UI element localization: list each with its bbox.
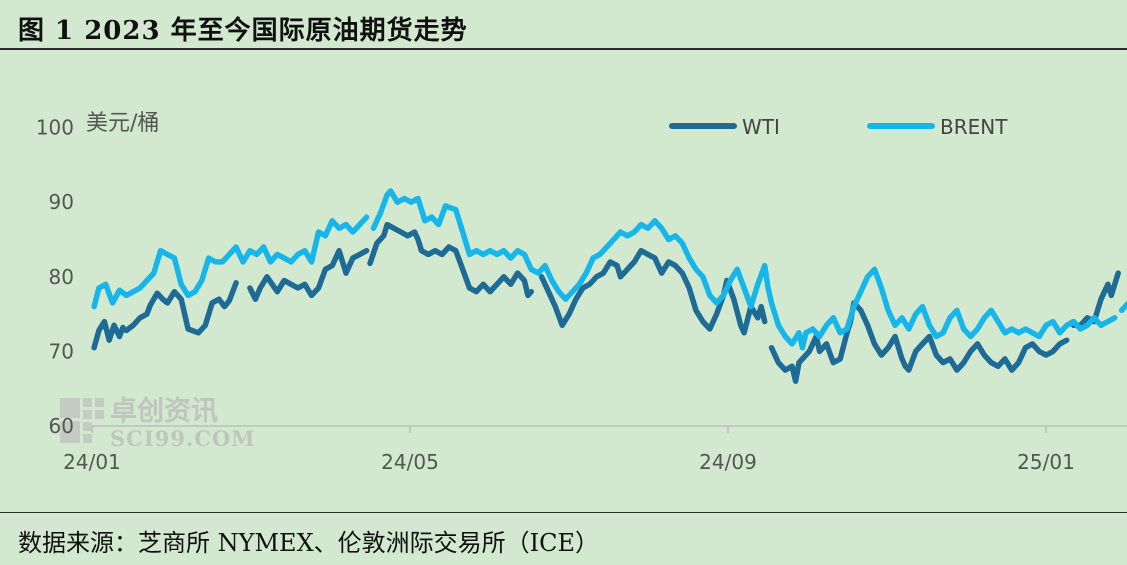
chart-title: 图 1 2023 年至今国际原油期货走势 (18, 16, 468, 46)
y-tick-label: 60 (49, 414, 74, 438)
y-tick-label: 90 (49, 190, 74, 214)
y-axis-unit: 美元/桶 (86, 111, 159, 136)
x-tick-label: 24/09 (699, 450, 757, 474)
y-tick-label: 80 (49, 265, 74, 289)
legend-label: BRENT (940, 115, 1008, 139)
source-bar: 数据来源：芝商所 NYMEX、伦敦洲际交易所（ICE） (0, 512, 1127, 565)
y-axis: 60 70 80 90 100 (36, 116, 74, 438)
legend: WTI BRENT (669, 115, 1008, 139)
x-axis: 24/01 24/05 24/09 25/01 (63, 426, 1075, 474)
legend-item-brent: BRENT (867, 115, 1008, 139)
watermark: 卓创资讯 SCI99.COM (60, 396, 256, 451)
x-tick-label: 24/05 (381, 450, 439, 474)
y-tick-label: 70 (49, 339, 74, 363)
series-layer (91, 188, 1127, 384)
source-note: 数据来源：芝商所 NYMEX、伦敦洲际交易所（ICE） (18, 529, 600, 557)
watermark-cn: 卓创资讯 (110, 396, 218, 427)
watermark-logo-icon (60, 398, 104, 443)
legend-label: WTI (742, 115, 780, 139)
x-tick-label: 25/01 (1017, 450, 1075, 474)
watermark-en: SCI99.COM (110, 426, 256, 451)
y-tick-label: 100 (36, 116, 74, 140)
series-line-wti (91, 221, 1121, 384)
legend-item-wti: WTI (669, 115, 780, 139)
x-tick-label: 24/01 (63, 450, 121, 474)
series-line-brent (91, 188, 1127, 351)
title-bar: 图 1 2023 年至今国际原油期货走势 (0, 0, 1127, 50)
